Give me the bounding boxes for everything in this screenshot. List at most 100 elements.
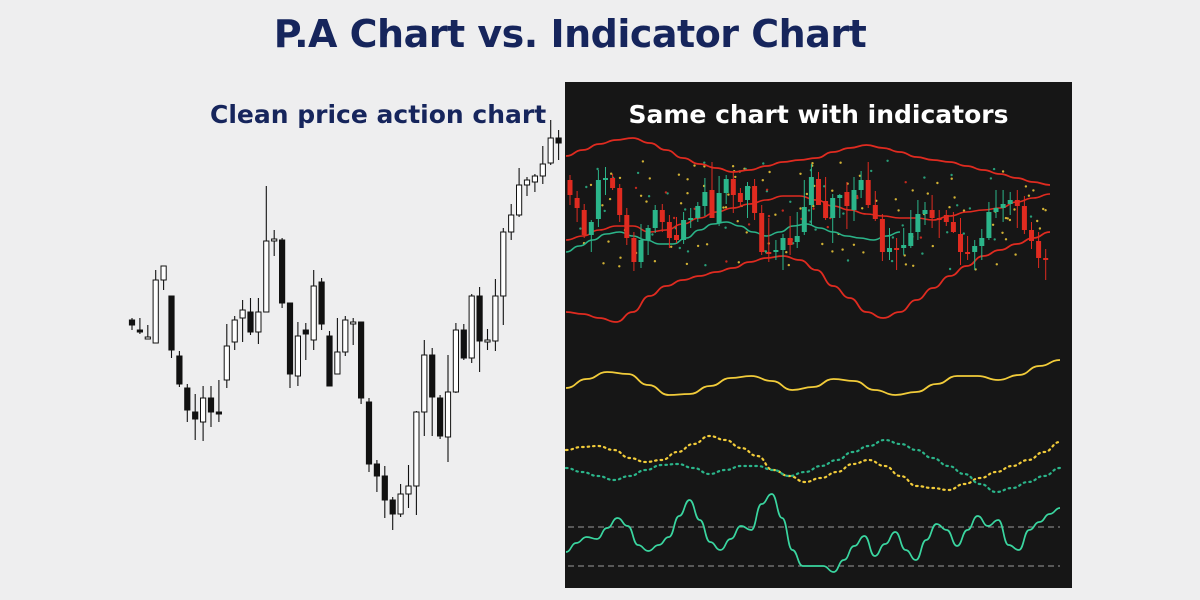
indicator-candle xyxy=(794,212,800,248)
indicator-dot xyxy=(805,192,809,196)
indicator-dot xyxy=(731,165,735,168)
indicator-dot xyxy=(685,262,689,266)
price-candle xyxy=(239,300,246,342)
candle-body xyxy=(759,213,765,252)
indicator-dot xyxy=(677,173,681,176)
candle-body xyxy=(631,238,637,262)
candle-body xyxy=(674,235,679,240)
indicator-dot xyxy=(856,196,859,200)
indicator-candle xyxy=(922,202,928,225)
candle-body xyxy=(302,329,309,335)
indicator-candle xyxy=(979,229,985,260)
indicator-dot xyxy=(826,225,829,229)
candle-body xyxy=(429,354,436,398)
indicator-candle xyxy=(823,177,829,220)
indicator-dot xyxy=(901,224,904,227)
price-candle xyxy=(326,331,333,387)
price-candle xyxy=(452,323,459,393)
price-candle xyxy=(500,228,507,325)
candle-body xyxy=(588,222,594,235)
candle-body xyxy=(271,238,278,242)
indicator-dot xyxy=(1004,238,1008,241)
candle-body xyxy=(184,387,191,411)
indicator-candle xyxy=(929,195,935,228)
yellow-indicator-line xyxy=(565,359,1061,396)
price-candle xyxy=(334,318,341,375)
candle-body xyxy=(460,329,467,359)
candle-body xyxy=(444,391,452,438)
price-candle xyxy=(176,351,183,387)
indicator-dot xyxy=(603,209,606,213)
candle-body xyxy=(555,137,562,144)
candle-body xyxy=(574,198,580,208)
candle-body xyxy=(936,218,942,220)
price-candle xyxy=(508,204,515,240)
price-candle xyxy=(468,294,475,363)
indicator-dot xyxy=(651,233,654,236)
candle-body xyxy=(437,397,444,437)
price-candle xyxy=(484,329,491,350)
indicator-dot xyxy=(858,174,862,177)
candle-body xyxy=(972,246,978,252)
indicator-dot xyxy=(991,223,995,226)
right-panel-label: Same chart with indicators xyxy=(628,100,1009,129)
indicator-dot xyxy=(1013,208,1016,211)
price-candle xyxy=(247,298,254,335)
indicator-dot xyxy=(696,244,700,248)
price-action-candles xyxy=(128,120,562,530)
indicator-dot xyxy=(1004,216,1008,220)
indicator-dot xyxy=(831,189,834,192)
price-candle xyxy=(523,177,531,196)
indicator-dot xyxy=(684,208,687,211)
indicator-candle xyxy=(574,191,580,222)
candle-body xyxy=(922,210,928,214)
indicator-candle xyxy=(986,202,992,240)
candle-body xyxy=(255,311,262,333)
indicator-candle xyxy=(993,190,999,218)
candle-body xyxy=(294,335,301,377)
indicator-dot xyxy=(653,260,657,263)
indicator-dot xyxy=(1014,253,1017,256)
candle-body xyxy=(144,336,151,340)
indicator-panel xyxy=(565,82,1072,588)
price-candle xyxy=(207,386,215,427)
candle-body xyxy=(638,240,644,262)
indicator-dot xyxy=(618,176,622,180)
price-candle xyxy=(342,316,349,356)
indicator-dot xyxy=(705,243,709,246)
indicator-candle xyxy=(702,178,708,216)
candle-body xyxy=(723,179,729,193)
candle-body xyxy=(152,279,159,344)
indicator-candle xyxy=(936,210,942,238)
candle-body xyxy=(318,281,325,325)
indicator-dot xyxy=(1029,215,1033,218)
price-candle xyxy=(271,230,278,256)
candle-body xyxy=(659,210,665,222)
left-panel-label: Clean price action chart xyxy=(210,100,547,129)
price-candle xyxy=(152,270,159,344)
candle-body xyxy=(610,178,616,188)
candle-body xyxy=(887,248,892,252)
candle-body xyxy=(943,215,949,222)
indicator-candle xyxy=(908,210,914,248)
indicator-dot xyxy=(948,267,952,271)
indicator-candle xyxy=(816,172,821,205)
indicator-candle xyxy=(894,238,900,270)
price-candle xyxy=(160,265,167,290)
price-candle xyxy=(421,340,428,436)
indicator-dot xyxy=(647,195,651,198)
indicator-dot xyxy=(912,264,915,267)
price-candle xyxy=(223,324,230,388)
indicator-dot xyxy=(781,209,784,212)
bollinger-upper-band xyxy=(565,137,1051,186)
indicator-dot xyxy=(841,248,844,251)
indicator-dot xyxy=(670,245,673,248)
candle-body xyxy=(492,295,499,342)
indicator-dot xyxy=(890,259,894,263)
price-candle xyxy=(413,411,420,515)
indicator-dot xyxy=(737,261,740,264)
candle-body xyxy=(413,411,420,487)
indicator-candle xyxy=(887,228,892,260)
indicator-dot xyxy=(722,206,725,209)
indicator-dot xyxy=(761,179,764,182)
